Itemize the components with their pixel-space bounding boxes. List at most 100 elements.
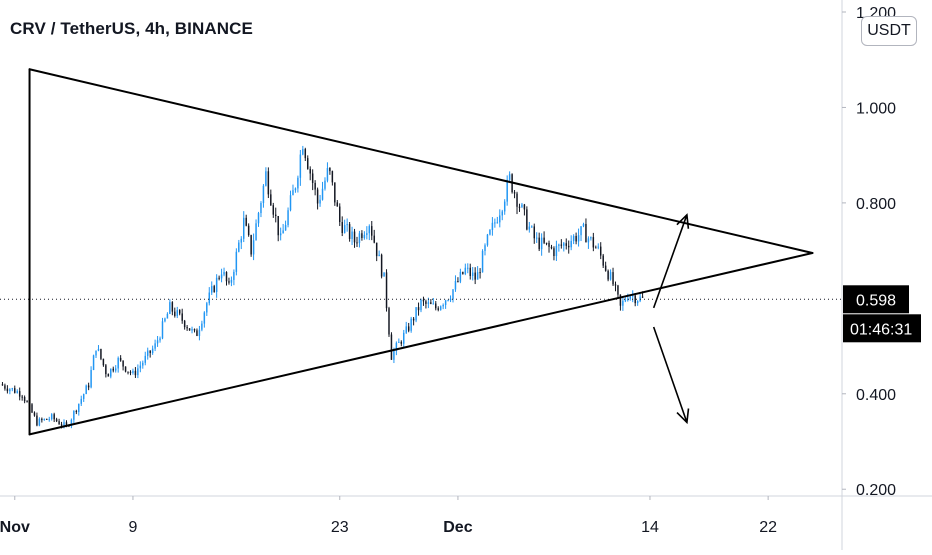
candle-body bbox=[570, 240, 572, 248]
candle-body bbox=[297, 177, 299, 189]
candle-body bbox=[341, 222, 343, 233]
candle-body bbox=[329, 168, 331, 172]
arrow-shaft bbox=[652, 214, 688, 309]
candle-body bbox=[393, 350, 395, 360]
candle-body bbox=[127, 371, 129, 373]
candle-body bbox=[324, 180, 326, 189]
candle-body bbox=[73, 411, 75, 420]
candle-body bbox=[159, 338, 161, 341]
candle-body bbox=[70, 419, 73, 426]
candle-body bbox=[486, 234, 489, 246]
candle-body bbox=[21, 396, 23, 398]
candle-body bbox=[407, 326, 410, 331]
candle-body bbox=[105, 365, 107, 375]
candle-body bbox=[9, 389, 11, 392]
candle-body bbox=[430, 302, 432, 304]
candle-body bbox=[26, 401, 28, 403]
candle-body bbox=[398, 341, 400, 343]
candle-body bbox=[38, 418, 41, 426]
candle-body bbox=[412, 318, 415, 321]
candle-body bbox=[513, 192, 516, 194]
candle-body bbox=[164, 318, 166, 322]
candle-body bbox=[218, 277, 220, 279]
candle-body bbox=[151, 348, 154, 354]
candle-body bbox=[476, 272, 479, 280]
candle-body bbox=[41, 418, 43, 421]
currency-badge[interactable]: USDT bbox=[861, 16, 917, 46]
candle-body bbox=[171, 302, 174, 312]
y-tick-label: 0.200 bbox=[856, 482, 896, 499]
candle-body bbox=[166, 313, 169, 319]
candle-body bbox=[587, 238, 590, 243]
candle-body bbox=[378, 254, 380, 257]
triangle-upper-line[interactable] bbox=[28, 68, 814, 254]
candle-body bbox=[331, 171, 334, 183]
candle-body bbox=[311, 173, 314, 183]
candle-body bbox=[201, 323, 203, 330]
x-tick-label: 14 bbox=[641, 519, 659, 536]
candle-body bbox=[496, 222, 499, 224]
candle-body bbox=[260, 203, 262, 214]
candle-body bbox=[50, 414, 53, 420]
candle-body bbox=[287, 210, 289, 226]
candle-body bbox=[624, 300, 627, 302]
candle-body bbox=[622, 300, 624, 306]
arrow-head bbox=[676, 408, 690, 425]
candle-body bbox=[361, 233, 363, 239]
candle-body bbox=[358, 233, 361, 244]
candle-body bbox=[48, 419, 50, 421]
candle-body bbox=[80, 398, 82, 404]
candle-body bbox=[437, 308, 439, 310]
candle-body bbox=[353, 231, 356, 243]
candle-body bbox=[373, 235, 375, 243]
candle-body bbox=[156, 340, 159, 344]
candle-body bbox=[299, 154, 302, 178]
candle-body bbox=[90, 369, 92, 388]
candle-body bbox=[575, 235, 577, 242]
candle-body bbox=[314, 182, 316, 190]
candle-body bbox=[334, 182, 336, 203]
candle-body bbox=[242, 217, 245, 239]
candle-body bbox=[203, 312, 206, 324]
candle-body bbox=[627, 298, 629, 301]
candle-body bbox=[479, 272, 481, 274]
candle-body bbox=[294, 188, 297, 191]
candle-body bbox=[442, 304, 444, 307]
candle-body bbox=[4, 385, 6, 389]
candle-body bbox=[427, 302, 430, 304]
candle-body bbox=[114, 368, 117, 371]
candle-body bbox=[112, 368, 114, 371]
x-tick-label: 23 bbox=[331, 519, 349, 536]
candle-body bbox=[435, 303, 437, 309]
candle-body bbox=[176, 310, 179, 316]
candle-body bbox=[457, 281, 459, 283]
candle-body bbox=[275, 214, 277, 216]
candle-body bbox=[102, 358, 105, 366]
candle-body bbox=[336, 202, 339, 207]
candle-body bbox=[602, 255, 604, 266]
candle-body bbox=[481, 250, 484, 273]
candle-body bbox=[459, 271, 462, 282]
candle-body bbox=[117, 357, 119, 369]
candle-body bbox=[238, 242, 240, 252]
triangle-lower-line[interactable] bbox=[28, 252, 814, 436]
candle-body bbox=[304, 149, 307, 159]
candle-body bbox=[129, 371, 132, 373]
candle-body bbox=[250, 235, 252, 255]
candle-body bbox=[447, 300, 449, 302]
candle-body bbox=[462, 271, 464, 274]
candle-body bbox=[590, 237, 592, 239]
candle-body bbox=[223, 272, 225, 275]
candle-body bbox=[146, 350, 149, 356]
candle-body bbox=[454, 281, 457, 290]
candle-body bbox=[213, 286, 215, 292]
candle-body bbox=[346, 224, 348, 226]
candle-body bbox=[178, 310, 181, 314]
candle-body bbox=[535, 237, 538, 239]
arrow-down[interactable] bbox=[652, 326, 690, 425]
candle-body bbox=[343, 225, 346, 233]
arrow-up[interactable] bbox=[652, 213, 690, 309]
candle-body bbox=[464, 267, 467, 274]
